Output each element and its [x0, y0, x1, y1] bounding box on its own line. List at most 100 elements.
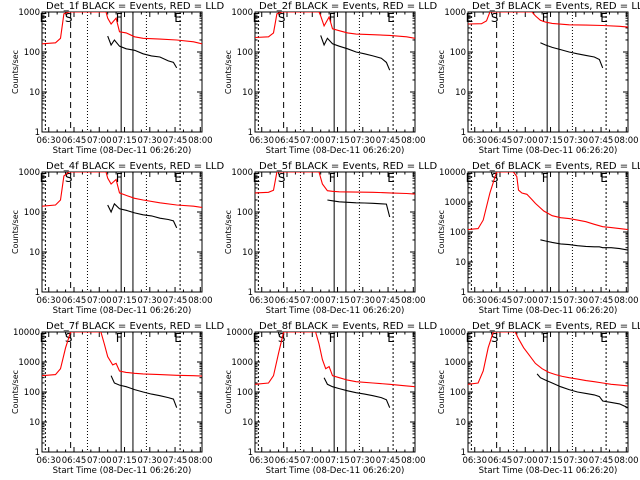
panel-title: Det_6f BLACK = Events, RED = LLD — [472, 161, 640, 172]
marker-label-F: F — [542, 331, 549, 345]
plot-frame — [41, 11, 203, 133]
y-tick-label: 10 — [29, 418, 40, 428]
lld-series-line — [468, 172, 628, 231]
x-tick-label: 07:00 — [300, 456, 325, 466]
series-group — [255, 172, 415, 218]
x-tick-label: 08:00 — [188, 456, 213, 466]
events-series-line — [540, 239, 628, 251]
x-axis-label: Start Time (08-Dec-11 06:26:20) — [266, 306, 405, 316]
x-tick-label: 07:30 — [351, 456, 376, 466]
y-tick-label: 1 — [35, 128, 40, 138]
events-series-line — [323, 377, 391, 408]
marker-label-S: S — [278, 171, 286, 185]
y-axis-label: Counts/sec — [11, 370, 20, 414]
x-tick-label: 06:45 — [275, 296, 300, 306]
x-tick-label: 07:00 — [300, 136, 325, 146]
y-axis-label: Counts/sec — [437, 370, 446, 414]
y-tick-label: 100 — [24, 208, 40, 218]
x-tick-label: 07:45 — [376, 296, 401, 306]
x-tick-label: 06:30 — [462, 456, 487, 466]
lld-series-line — [255, 172, 415, 195]
marker-label-E: E — [466, 171, 474, 185]
x-tick-label: 07:15 — [112, 136, 137, 146]
lld-series-line — [468, 12, 628, 28]
panel-title: Det_2f BLACK = Events, RED = LLD — [259, 1, 437, 12]
x-tick-label: 07:15 — [112, 296, 137, 306]
x-tick-label: 06:30 — [249, 456, 274, 466]
y-axis-label: Counts/sec — [437, 210, 446, 254]
x-tick-label: 07:45 — [163, 456, 188, 466]
panel-6: Det_6f BLACK = Events, RED = LLD 1 10 100 10… — [437, 161, 640, 316]
panel-8: Det_8f BLACK = Events, RED = LLD 1 10 100 10… — [224, 321, 437, 476]
x-tick-label: 07:30 — [351, 136, 376, 146]
x-tick-label: 08:00 — [401, 456, 426, 466]
marker-label-S: S — [278, 11, 286, 25]
events-series-line — [540, 42, 604, 69]
y-tick-label: 1000 — [231, 168, 253, 178]
y-tick-label: 10 — [455, 88, 466, 98]
events-series-line — [110, 375, 178, 408]
y-tick-label: 10 — [242, 88, 253, 98]
panel-2: Det_2f BLACK = Events, RED = LLD 1 10 100 10… — [224, 1, 437, 156]
panel-4: Det_4f BLACK = Events, RED = LLD 1 10 100 10… — [11, 161, 224, 316]
marker-label-E: E — [600, 331, 608, 345]
panel-9: Det_9f BLACK = Events, RED = LLD 1 10 100 10… — [437, 321, 640, 476]
lld-series-line — [42, 12, 202, 45]
x-tick-label: 07:30 — [564, 136, 589, 146]
lld-series-line — [255, 332, 415, 388]
y-tick-label: 100 — [450, 228, 466, 238]
y-tick-label: 10 — [29, 248, 40, 258]
panel-title: Det_7f BLACK = Events, RED = LLD — [46, 321, 224, 332]
y-tick-label: 1000 — [18, 168, 40, 178]
y-tick-label: 10000 — [439, 328, 466, 338]
plot-frame — [467, 331, 629, 453]
y-tick-label: 1000 — [444, 358, 466, 368]
marker-label-E: E — [40, 331, 48, 345]
x-tick-label: 07:00 — [513, 296, 538, 306]
events-series-line — [320, 35, 391, 71]
y-tick-label: 1000 — [18, 358, 40, 368]
y-tick-label: 1 — [461, 288, 466, 298]
y-tick-label: 10 — [242, 248, 253, 258]
x-tick-label: 06:30 — [462, 296, 487, 306]
y-tick-label: 100 — [237, 48, 253, 58]
y-tick-label: 10 — [455, 258, 466, 268]
x-tick-label: 07:30 — [138, 136, 163, 146]
marker-label-E: E — [253, 11, 261, 25]
marker-label-E: E — [40, 11, 48, 25]
series-group — [42, 12, 202, 69]
x-tick-label: 07:45 — [376, 136, 401, 146]
marker-label-F: F — [116, 331, 123, 345]
series-group — [42, 332, 202, 408]
panel-3: Det_3f BLACK = Events, RED = LLD 1 10 100 10… — [437, 1, 640, 156]
marker-label-E: E — [600, 171, 608, 185]
x-tick-label: 07:00 — [300, 296, 325, 306]
x-tick-label: 06:45 — [62, 136, 87, 146]
marker-label-S: S — [65, 171, 73, 185]
y-axis-label: Counts/sec — [224, 50, 233, 94]
y-tick-label: 10000 — [226, 328, 253, 338]
x-tick-label: 08:00 — [188, 296, 213, 306]
x-tick-label: 06:45 — [275, 456, 300, 466]
panel-title: Det_4f BLACK = Events, RED = LLD — [46, 161, 224, 172]
y-tick-label: 100 — [237, 388, 253, 398]
x-axis-label: Start Time (08-Dec-11 06:26:20) — [53, 146, 192, 156]
x-tick-label: 07:45 — [589, 456, 614, 466]
lld-series-line — [468, 332, 628, 387]
x-tick-label: 06:45 — [275, 136, 300, 146]
plot-frame — [41, 171, 203, 293]
y-tick-label: 100 — [450, 48, 466, 58]
y-axis-label: Counts/sec — [11, 210, 20, 254]
x-tick-label: 07:30 — [351, 296, 376, 306]
marker-label-E: E — [174, 331, 182, 345]
x-tick-label: 07:45 — [589, 136, 614, 146]
x-tick-label: 08:00 — [614, 136, 639, 146]
x-tick-label: 07:15 — [112, 456, 137, 466]
y-tick-label: 1 — [35, 448, 40, 458]
x-tick-label: 08:00 — [401, 296, 426, 306]
x-tick-label: 06:30 — [36, 456, 61, 466]
lld-series-line — [42, 172, 202, 208]
y-tick-label: 1000 — [444, 198, 466, 208]
panel-1: Det_1f BLACK = Events, RED = LLD 1 10 100 10… — [11, 1, 224, 156]
y-tick-label: 1 — [461, 128, 466, 138]
